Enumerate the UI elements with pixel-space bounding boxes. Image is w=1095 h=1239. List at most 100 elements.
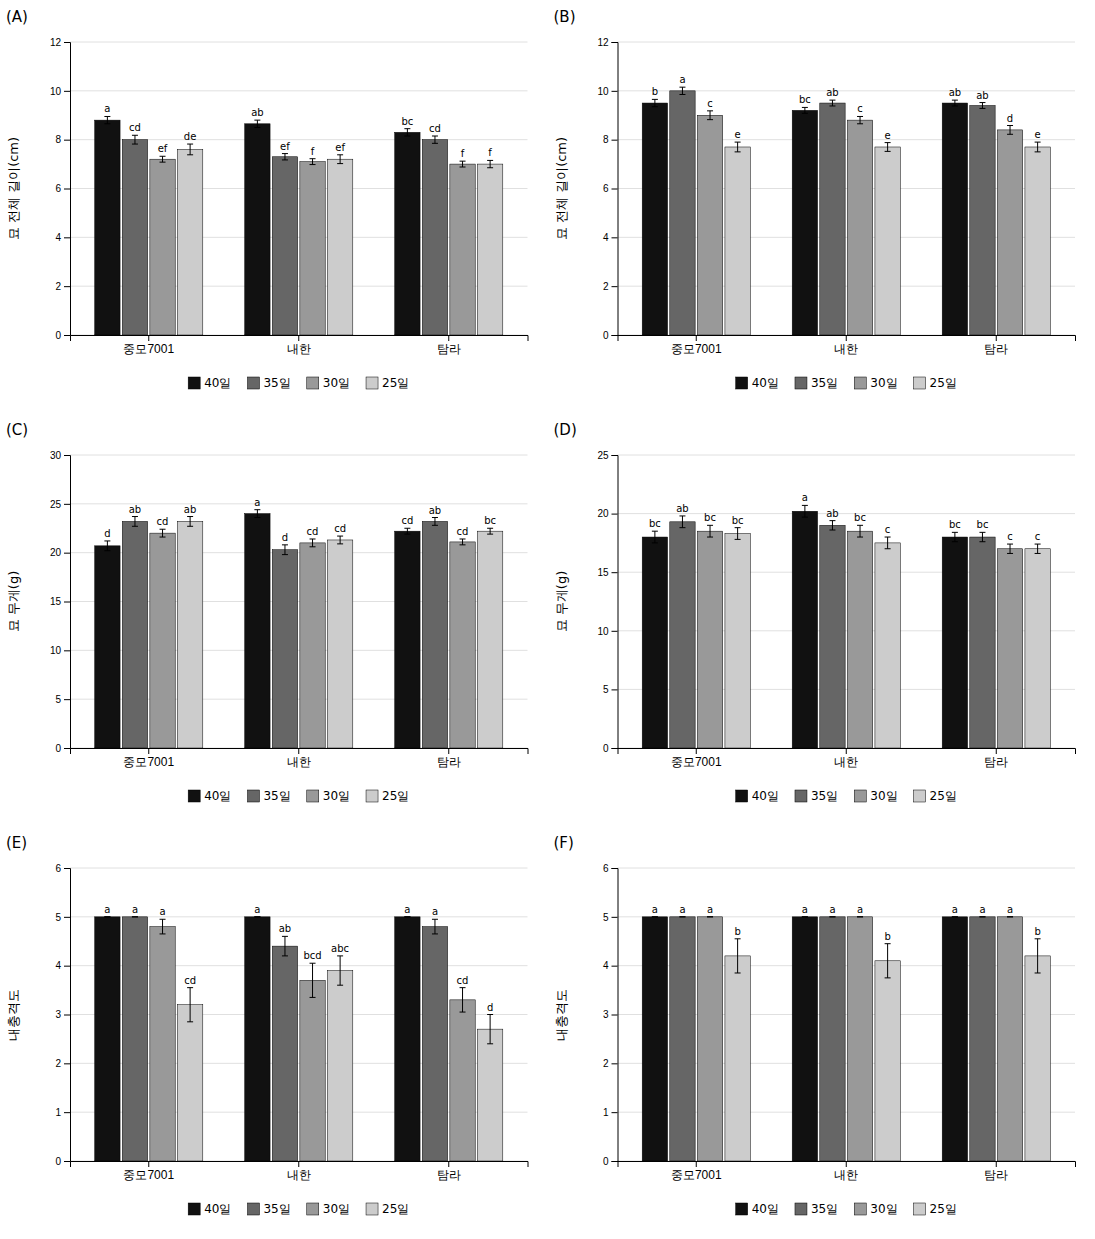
y-tick: 12 [597, 37, 617, 48]
annotations: bcabcababbcbcbccbccc [649, 492, 1040, 542]
y-tick: 8 [55, 134, 70, 145]
x-axis: 중모7001내한탐라 [618, 335, 1076, 356]
significance-label: a [132, 904, 138, 915]
y-tick-mark [612, 1015, 618, 1016]
significance-label: bcd [303, 950, 321, 961]
significance-label: bc [649, 518, 661, 529]
legend-item: 25일 [914, 789, 957, 803]
bar [847, 917, 872, 1161]
legend-swatch [366, 1203, 378, 1215]
panel-title: (F) [554, 834, 574, 852]
bar [122, 917, 147, 1161]
bar [875, 961, 900, 1161]
error-bar-cap [952, 100, 958, 101]
error-bar-cap [404, 916, 410, 917]
legend-swatch [914, 377, 926, 389]
grid-line [70, 868, 528, 869]
y-tick-label: 2 [55, 1058, 61, 1069]
error-bar-cap [487, 1043, 493, 1044]
bar [327, 971, 352, 1161]
x-tick-mark [846, 1161, 847, 1167]
y-tick: 20 [50, 547, 70, 558]
bar [422, 927, 447, 1161]
series [725, 939, 1050, 1161]
error-bar [652, 531, 658, 543]
x-tick-label: 탐라 [984, 342, 1008, 356]
bar [670, 522, 695, 748]
legend-item: 30일 [854, 376, 897, 390]
y-tick: 25 [50, 499, 70, 510]
plot-marks [95, 116, 503, 335]
error-bar-stem [860, 116, 861, 123]
y-tick: 0 [603, 330, 618, 341]
error-bar-cap [310, 164, 316, 165]
error-bar-cap [254, 509, 260, 510]
y-tick: 0 [55, 1156, 70, 1167]
y-axis-line [64, 456, 71, 749]
bar [422, 140, 447, 335]
grid [70, 455, 528, 748]
error-bar [254, 120, 260, 127]
y-axis-line [612, 43, 619, 336]
error-bar-stem [982, 532, 983, 541]
legend-item: 35일 [795, 376, 838, 390]
grid-line [618, 42, 1076, 43]
error-bar-cap [679, 94, 685, 95]
legend-swatch [795, 1203, 807, 1215]
legend-label: 30일 [870, 1202, 897, 1216]
significance-label: ab [251, 107, 263, 118]
bar [450, 542, 475, 748]
bar [697, 115, 722, 335]
legend-label: 30일 [870, 789, 897, 803]
annotations: aaaaabaabcdcdcdabcd [104, 904, 493, 1013]
error-bar-stem [682, 87, 683, 94]
significance-label: cd [184, 975, 196, 986]
y-tick-mark [612, 868, 618, 869]
x-tick-mark [448, 335, 449, 341]
legend: 40일35일30일25일 [736, 789, 957, 803]
significance-label: ab [826, 87, 838, 98]
error-bar-cap [282, 554, 288, 555]
legend-swatch [795, 377, 807, 389]
legend-item: 40일 [736, 1202, 779, 1216]
error-bar-stem [190, 144, 191, 155]
y-tick: 6 [603, 183, 618, 194]
y-tick-label: 10 [50, 645, 62, 656]
error-bar-stem [312, 159, 313, 165]
error-bar-cap [802, 107, 808, 108]
x-tick-mark [448, 748, 449, 754]
error-bar-cap [885, 943, 891, 944]
y-tick: 10 [597, 86, 617, 97]
x-tick-label: 탐라 [437, 342, 461, 356]
error-bar-cap [132, 144, 138, 145]
legend: 40일35일30일25일 [188, 789, 409, 803]
y-tick-label: 4 [603, 960, 609, 971]
legend-label: 25일 [382, 789, 409, 803]
y-tick: 6 [55, 183, 70, 194]
y-tick-label: 12 [597, 37, 609, 48]
grid [618, 42, 1076, 335]
legend-label: 30일 [870, 376, 897, 390]
bar [642, 917, 667, 1161]
y-tick: 5 [55, 694, 70, 705]
error-bar-stem [407, 528, 408, 534]
x-tick-mark [846, 335, 847, 341]
legend-label: 40일 [204, 1202, 231, 1216]
legend-swatch [366, 377, 378, 389]
error-bar-stem [134, 517, 135, 527]
significance-label: cd [429, 123, 441, 134]
bar [642, 103, 667, 335]
y-tick-mark [612, 91, 618, 92]
error-bar-cap [979, 102, 985, 103]
y-tick-label: 15 [597, 567, 609, 578]
error-bar-cap [652, 916, 658, 917]
error-bar-cap [460, 1012, 466, 1013]
series [95, 116, 420, 335]
y-tick-label: 10 [50, 86, 62, 97]
y-tick-mark [64, 1112, 70, 1113]
error-bar-cap [1035, 151, 1041, 152]
y-tick: 4 [603, 232, 618, 243]
significance-label: a [857, 904, 863, 915]
bar [300, 980, 325, 1161]
bar [477, 164, 502, 335]
